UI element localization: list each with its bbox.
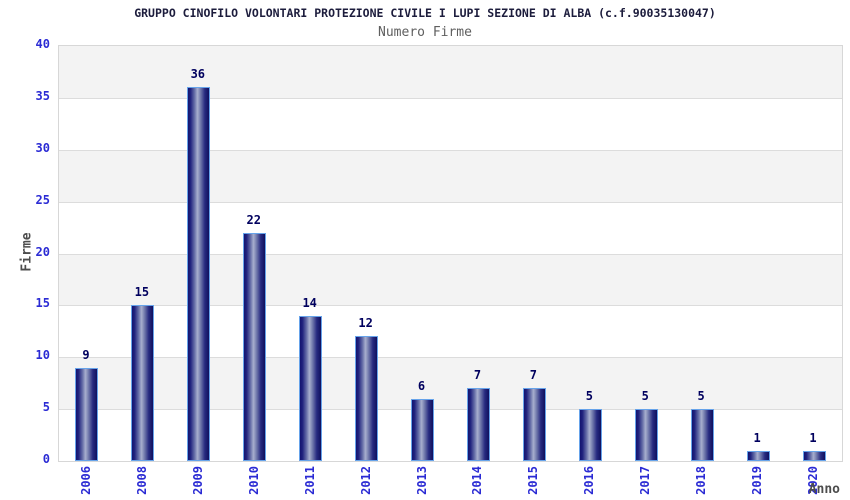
bar-value-label: 7 (529, 368, 537, 382)
bar (802, 451, 826, 461)
bar (578, 409, 602, 461)
y-tick-label: 35 (35, 88, 50, 103)
bar-value-label: 9 (82, 348, 90, 362)
gridline (59, 253, 842, 255)
bar (131, 305, 155, 461)
bar-value-label: 5 (697, 389, 705, 403)
gridline (59, 357, 842, 359)
background-band (59, 409, 842, 461)
bar (187, 87, 211, 461)
gridline (59, 305, 842, 307)
gridline (59, 149, 842, 151)
x-axis-title: Anno (808, 482, 840, 497)
bar-value-label: 7 (473, 368, 482, 382)
chart-subtitle: Numero Firme (378, 25, 472, 40)
chart-title: GRUPPO CINOFILO VOLONTARI PROTEZIONE CIV… (134, 6, 716, 20)
bar-value-label: 5 (585, 389, 593, 403)
x-tick-label: 2010 (246, 466, 261, 495)
y-tick-label: 25 (35, 192, 50, 207)
background-band (59, 305, 842, 358)
x-tick-label: 2015 (526, 466, 541, 495)
bar-value-label: 1 (809, 431, 817, 445)
x-tick-label: 2014 (470, 466, 485, 495)
bar (243, 233, 267, 461)
bar (522, 388, 546, 461)
bar-value-label: 5 (641, 389, 649, 403)
x-tick-label: 2019 (750, 466, 765, 495)
y-tick-label: 30 (35, 140, 50, 155)
y-tick-label: 15 (35, 296, 50, 311)
y-tick-label: 0 (42, 452, 50, 466)
plot-area (58, 45, 843, 462)
x-tick-label: 2012 (358, 466, 373, 495)
background-band (59, 149, 842, 202)
bar-value-label: 14 (302, 296, 317, 310)
bar-value-label: 36 (190, 67, 206, 81)
y-tick-label: 5 (42, 400, 50, 415)
bar-value-label: 12 (358, 316, 373, 330)
gridline (59, 97, 842, 99)
x-tick-label: 2008 (134, 466, 149, 495)
bar (299, 316, 323, 461)
x-tick-label: 2013 (414, 466, 429, 495)
x-tick-label: 2011 (302, 466, 317, 495)
bar (746, 451, 770, 461)
x-tick-label: 2009 (190, 466, 205, 495)
x-tick-label: 2018 (694, 466, 709, 495)
background-band (59, 97, 842, 150)
x-tick-label: 2016 (582, 466, 597, 495)
bar-value-label: 6 (417, 379, 426, 393)
y-tick-label: 40 (35, 37, 50, 51)
gridline (59, 201, 842, 203)
y-tick-label: 10 (35, 348, 50, 363)
bar (75, 368, 99, 461)
background-band (59, 201, 842, 254)
bar (466, 388, 490, 461)
gridline (59, 409, 842, 411)
x-tick-label: 2006 (78, 466, 93, 495)
bar-value-label: 15 (134, 285, 150, 299)
background-band (59, 253, 842, 306)
y-tick-label: 20 (35, 244, 50, 259)
bar (634, 409, 658, 461)
bar (355, 336, 379, 461)
bar-value-label: 1 (753, 431, 761, 445)
bar (690, 409, 714, 461)
bar (411, 399, 435, 461)
x-tick-label: 2017 (638, 466, 653, 495)
bar-value-label: 22 (246, 213, 261, 227)
